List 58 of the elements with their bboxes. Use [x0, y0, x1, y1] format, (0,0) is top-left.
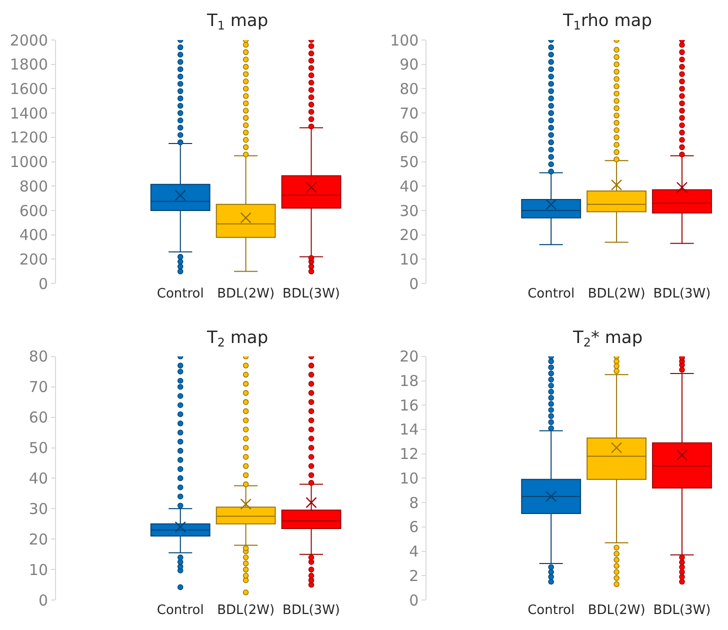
x-tick-label: BDL(3W): [282, 286, 340, 302]
y-tick-label: 18: [400, 372, 419, 390]
y-tick-label: 30: [400, 202, 419, 220]
y-tick-label: 0: [409, 591, 419, 610]
x-tick-label: BDL(3W): [282, 603, 340, 618]
y-tick-label: 0: [409, 274, 419, 293]
x-tick-label: BDL(2W): [588, 286, 646, 302]
y-tick-label: 20: [400, 226, 419, 244]
chart-title: T$_{2}$ map: [206, 328, 268, 350]
y-tick-label: 16: [400, 396, 419, 414]
y-tick-label: 0: [38, 591, 48, 610]
chart-title: T$_{1}$rho map: [562, 11, 652, 33]
y-tick-label: 40: [400, 177, 419, 196]
y-tick-label: 10: [400, 250, 419, 268]
y-tick-label: 2: [409, 566, 419, 585]
x-tick-label: Control: [156, 286, 204, 302]
x-tick-label: BDL(3W): [653, 603, 711, 618]
y-tick-label: 600: [19, 202, 48, 220]
y-tick-label: 100: [390, 31, 419, 50]
y-tick-label: 0: [38, 274, 48, 293]
x-tick-label: Control: [528, 603, 575, 618]
y-tick-label: 10: [400, 469, 419, 488]
y-tick-label: 1800: [10, 56, 48, 74]
y-tick-label: 14: [400, 420, 419, 439]
y-tick-label: 70: [28, 378, 48, 396]
y-tick-label: 60: [400, 128, 419, 147]
y-tick-label: 30: [28, 500, 48, 518]
y-tick-label: 20: [28, 530, 48, 548]
x-tick-label: BDL(2W): [217, 286, 275, 302]
x-tick-label: BDL(2W): [588, 603, 646, 618]
y-tick-label: 80: [28, 348, 48, 366]
y-tick-label: 12: [400, 445, 419, 464]
y-tick-label: 40: [28, 469, 48, 488]
y-tick-label: 8: [409, 494, 419, 512]
chart-title: T$_{2}$* map: [572, 328, 643, 350]
x-tick-label: Control: [528, 286, 575, 302]
y-tick-label: 10: [28, 560, 48, 579]
y-tick-label: 70: [400, 104, 419, 122]
y-tick-label: 800: [19, 177, 48, 196]
y-tick-label: 1600: [10, 80, 48, 98]
y-tick-label: 60: [28, 408, 48, 427]
y-tick-label: 1200: [10, 128, 48, 147]
y-tick-label: 4: [409, 542, 419, 561]
y-tick-label: 400: [19, 226, 48, 244]
chart-title: T$_{1}$ map: [206, 11, 268, 33]
y-tick-label: 20: [400, 348, 419, 366]
y-tick-label: 1400: [10, 104, 48, 122]
y-tick-label: 50: [400, 153, 419, 172]
y-tick-label: 1000: [10, 153, 48, 172]
y-tick-label: 2000: [10, 31, 48, 50]
y-tick-label: 80: [400, 80, 419, 98]
x-tick-label: BDL(3W): [653, 286, 711, 302]
y-tick-label: 200: [19, 250, 48, 268]
x-tick-label: BDL(2W): [217, 603, 275, 618]
y-tick-label: 90: [400, 56, 419, 74]
x-tick-label: Control: [156, 603, 204, 618]
y-tick-label: 6: [409, 518, 419, 536]
y-tick-label: 50: [28, 439, 48, 457]
